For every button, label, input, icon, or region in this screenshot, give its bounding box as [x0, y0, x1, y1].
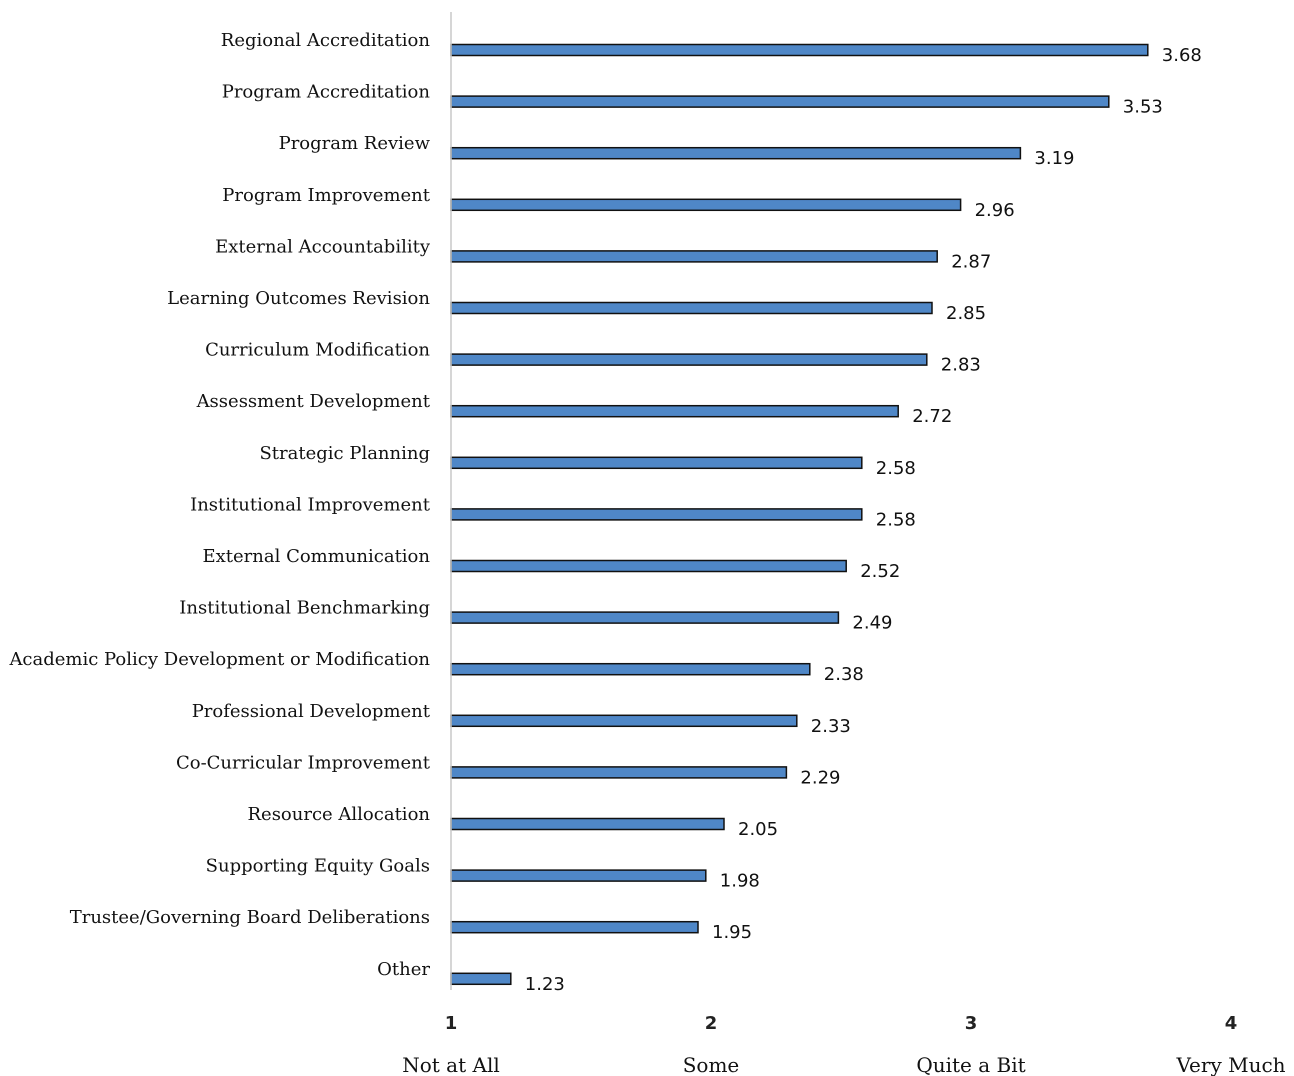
value-label: 2.72: [912, 406, 952, 427]
bar: [450, 301, 933, 315]
bar: [450, 404, 899, 418]
value-label: 2.83: [941, 355, 981, 376]
bar: [450, 43, 1149, 57]
x-axis-scale-labels: Not at All Some Quite a Bit Very Much: [402, 1053, 1285, 1076]
value-label: 1.23: [525, 974, 565, 995]
category-label: Institutional Improvement: [190, 494, 431, 515]
x-scale-label: Not at All: [402, 1053, 500, 1076]
category-labels: Regional Accreditation Program Accreditat…: [8, 30, 430, 980]
value-label: 2.85: [946, 303, 986, 324]
category-label: Learning Outcomes Revision: [167, 288, 430, 309]
category-label: External Communication: [202, 546, 430, 567]
category-label: Institutional Benchmarking: [179, 598, 430, 619]
value-label: 2.87: [951, 251, 991, 272]
bar: [450, 559, 847, 573]
value-labels: 3.68 3.53 3.19 2.96 2.87 2.85 2.83 2.72 2.58 2.58…: [525, 45, 1202, 995]
bar: [450, 972, 512, 986]
category-label: Strategic Planning: [259, 443, 430, 464]
category-label: Program Improvement: [222, 185, 430, 206]
bar: [450, 95, 1110, 108]
x-tick-label: 3: [965, 1013, 978, 1034]
category-label: Academic Policy Development or Modificat…: [8, 649, 430, 670]
x-scale-label: Very Much: [1175, 1053, 1285, 1076]
value-label: 3.53: [1123, 97, 1163, 118]
value-label: 2.29: [800, 767, 840, 788]
bar: [450, 662, 811, 676]
x-scale-label: Some: [683, 1053, 740, 1076]
category-label: External Accountability: [215, 236, 431, 257]
category-label: Curriculum Modification: [205, 340, 430, 361]
value-label: 2.96: [975, 200, 1015, 221]
category-label: Regional Accreditation: [221, 30, 431, 51]
bar: [450, 146, 1022, 160]
bar: [450, 920, 699, 934]
category-label: Professional Development: [192, 701, 431, 722]
category-label: Co-Curricular Improvement: [176, 752, 431, 773]
category-label: Program Review: [279, 133, 431, 154]
x-tick-label: 2: [705, 1013, 718, 1034]
x-tick-label: 1: [445, 1013, 458, 1034]
x-tick-label: 4: [1225, 1013, 1238, 1034]
value-label: 3.19: [1034, 148, 1074, 169]
bar: [450, 611, 840, 624]
value-label: 2.49: [852, 613, 892, 634]
value-label: 2.58: [876, 458, 916, 479]
x-axis-ticks: 1 2 3 4: [445, 1013, 1238, 1034]
category-label: Supporting Equity Goals: [206, 856, 430, 877]
value-label: 2.33: [811, 716, 851, 737]
value-label: 2.58: [876, 509, 916, 530]
value-label: 1.98: [720, 871, 760, 892]
bar: [450, 869, 707, 882]
category-label: Resource Allocation: [247, 804, 430, 825]
bar: [450, 250, 938, 263]
value-label: 2.38: [824, 664, 864, 685]
value-label: 2.05: [738, 819, 778, 840]
value-label: 2.52: [860, 561, 900, 582]
bar: [450, 766, 788, 779]
category-label: Assessment Development: [196, 391, 431, 412]
category-label: Trustee/Governing Board Deliberations: [70, 907, 430, 928]
bar: [450, 508, 863, 521]
category-label: Program Accreditation: [222, 82, 431, 103]
value-label: 3.68: [1162, 45, 1202, 66]
value-label: 1.95: [712, 922, 752, 943]
bar: [450, 198, 962, 212]
bar: [450, 817, 725, 831]
category-label: Other: [377, 959, 430, 980]
bar: [450, 353, 928, 366]
bars: [450, 43, 1149, 986]
bar: [450, 456, 863, 470]
bar: [450, 714, 798, 728]
x-scale-label: Quite a Bit: [916, 1053, 1025, 1076]
